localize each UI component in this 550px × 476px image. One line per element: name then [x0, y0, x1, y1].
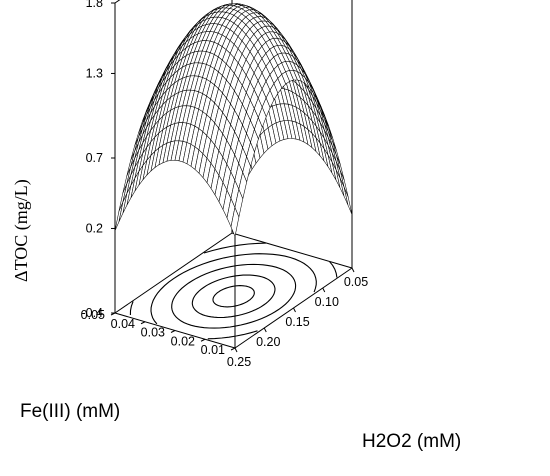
- contour-line: [191, 274, 276, 319]
- floor-back-right-edge: [231, 232, 353, 269]
- fe-tick-label: 0.02: [171, 334, 195, 348]
- fe-tick-mark: [110, 312, 116, 316]
- h2o2-tick-mark: [322, 287, 326, 293]
- tick-labels: 1.81.30.70.2-0.40.050.040.030.020.010.05…: [81, 0, 369, 369]
- contour-line: [171, 263, 297, 329]
- h2o2-tick-mark: [263, 327, 267, 333]
- h2o2-tick-label: 0.15: [285, 315, 309, 329]
- surface-cell: [343, 186, 353, 215]
- contour-plot: [130, 243, 337, 346]
- z-tick-label: 0.2: [86, 221, 103, 235]
- h2o2-tick-label: 0.25: [227, 355, 251, 369]
- z-axis-title: ΔTOC (mg/L): [11, 179, 32, 282]
- fe-tick-mark: [230, 347, 236, 351]
- top-back-left-edge: [114, 0, 121, 4]
- fe-tick-label: 0.05: [81, 308, 105, 322]
- fe-tick-label: 0.01: [201, 343, 225, 357]
- h2o2-tick-mark: [234, 347, 238, 353]
- fe-tick-mark: [170, 330, 176, 333]
- fe-axis-title: Fe(III) (mM): [20, 401, 120, 422]
- surface-cell: [114, 201, 124, 231]
- floor-back-left-edge: [114, 232, 233, 314]
- fe-tick-label: 0.03: [141, 326, 165, 340]
- h2o2-tick-label: 0.10: [315, 295, 339, 309]
- contour-line: [150, 253, 317, 340]
- z-tick-label: 1.3: [86, 66, 103, 80]
- h2o2-tick-label: 0.05: [344, 275, 368, 289]
- fe-tick-label: 0.04: [111, 317, 135, 331]
- h2o2-tick-label: 0.20: [256, 335, 280, 349]
- fe-tick-mark: [140, 321, 146, 325]
- h2o2-axis-title: H2O2 (mM): [362, 431, 461, 452]
- fe-tick-mark: [200, 338, 206, 342]
- h2o2-tick-mark: [293, 307, 296, 313]
- surface-mesh: [114, 3, 353, 238]
- z-tick-label: -0.4: [81, 306, 103, 320]
- z-tick-label: 1.8: [86, 0, 103, 10]
- contour-line: [212, 285, 255, 308]
- h2o2-tick-mark: [351, 267, 355, 273]
- surface-cell: [230, 206, 240, 238]
- z-tick-label: 0.7: [86, 151, 103, 165]
